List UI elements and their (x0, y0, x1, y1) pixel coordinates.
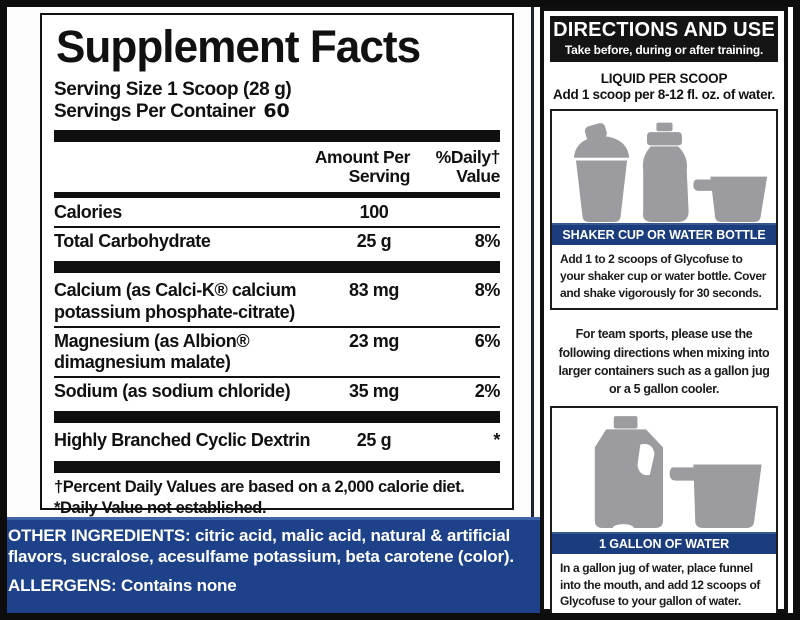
shaker-card-illustration (552, 111, 776, 223)
scoop-large-icon (669, 464, 762, 528)
separator-thick-bar (54, 460, 500, 473)
separator-thick-bar (54, 261, 500, 274)
servings-per-container-line: Servings Per Container 60 (54, 99, 500, 123)
shaker-card: SHAKER CUP OR WATER BOTTLE Add 1 to 2 sc… (550, 109, 778, 311)
column-headers: Amount Per Serving %Daily† Value (54, 146, 501, 190)
allergens-text: ALLERGENS: Contains none (8, 576, 237, 596)
directions-header: DIRECTIONS AND USE Take before, during o… (550, 16, 778, 62)
gallon-card: 1 GALLON OF WATER In a gallon jug of wat… (550, 405, 778, 620)
shaker-cup-icon (574, 123, 629, 223)
separator-hairline (54, 375, 500, 378)
directions-title: DIRECTIONS AND USE (553, 19, 775, 41)
gallon-card-illustration (552, 408, 776, 532)
footnotes: †Percent Daily Values are based on a 2,0… (54, 477, 500, 518)
directions-subtitle: Take before, during or after training. (564, 43, 764, 57)
separator-hairline (54, 225, 500, 228)
liquid-per-scoop-heading: LIQUID PER SCOOP (600, 71, 728, 86)
gallon-card-bar: 1 GALLON OF WATER (552, 531, 776, 554)
footnote-daily-values: †Percent Daily Values are based on a 2,0… (54, 477, 465, 496)
scoop-icon (693, 176, 768, 223)
table-row-calcium: Calcium (as Calci-K® calcium potassium p… (54, 280, 500, 322)
gallon-jug-icon (594, 416, 664, 528)
table-row-calories: Calories 100 (54, 202, 389, 223)
liquid-per-scoop-instruction: Add 1 scoop per 8-12 fl. oz. of water. (553, 87, 775, 102)
other-ingredients-text: OTHER INGREDIENTS: citric acid, malic ac… (8, 526, 514, 566)
gallon-card-text: In a gallon jug of water, place funnel i… (560, 560, 764, 620)
servings-per-container-label: Servings Per Container (54, 100, 256, 122)
daily-value-header: %Daily† Value (435, 146, 501, 186)
supplement-facts-box: Supplement Facts Serving Size 1 Scoop (2… (40, 13, 514, 517)
jug-handle-cutout (637, 443, 655, 476)
amount-per-serving-header: Amount Per Serving (314, 146, 411, 186)
separator-hairline (54, 325, 500, 328)
table-row-magnesium: Magnesium (as Albion® dimagnesium malate… (54, 330, 500, 373)
gallon-jug-scoop-icon (594, 416, 762, 532)
table-row-carbohydrate: Total Carbohydrate 25 g 8% (54, 230, 500, 251)
table-row-sodium: Sodium (as sodium chloride) 35 mg 2% (54, 380, 500, 401)
team-sports-note: For team sports, please use the followin… (558, 327, 770, 396)
footnote-not-established: *Daily Value not established. (54, 498, 267, 517)
separator-thick-bar (54, 129, 500, 142)
shaker-card-text: Add 1 to 2 scoops of Glycofuse to your s… (560, 252, 767, 300)
water-bottle-icon (642, 122, 689, 223)
supplement-facts-title: Supplement Facts (56, 21, 421, 72)
jug-base-notch (612, 524, 634, 532)
directions-panel: DIRECTIONS AND USE Take before, during o… (540, 7, 788, 613)
shaker-bottle-scoop-icon (574, 122, 768, 223)
table-row-cyclic-dextrin: Highly Branched Cyclic Dextrin 25 g * (54, 430, 500, 451)
separator-medium-bar (54, 192, 500, 199)
shaker-card-bar: SHAKER CUP OR WATER BOTTLE (552, 223, 776, 245)
serving-size-line: Serving Size 1 Scoop (28 g) (54, 79, 292, 100)
servings-per-container-value: 60 (263, 99, 290, 122)
other-ingredients-panel: OTHER INGREDIENTS: citric acid, malic ac… (7, 517, 541, 613)
panel-divider (531, 7, 534, 613)
separator-thick-bar (54, 411, 500, 424)
